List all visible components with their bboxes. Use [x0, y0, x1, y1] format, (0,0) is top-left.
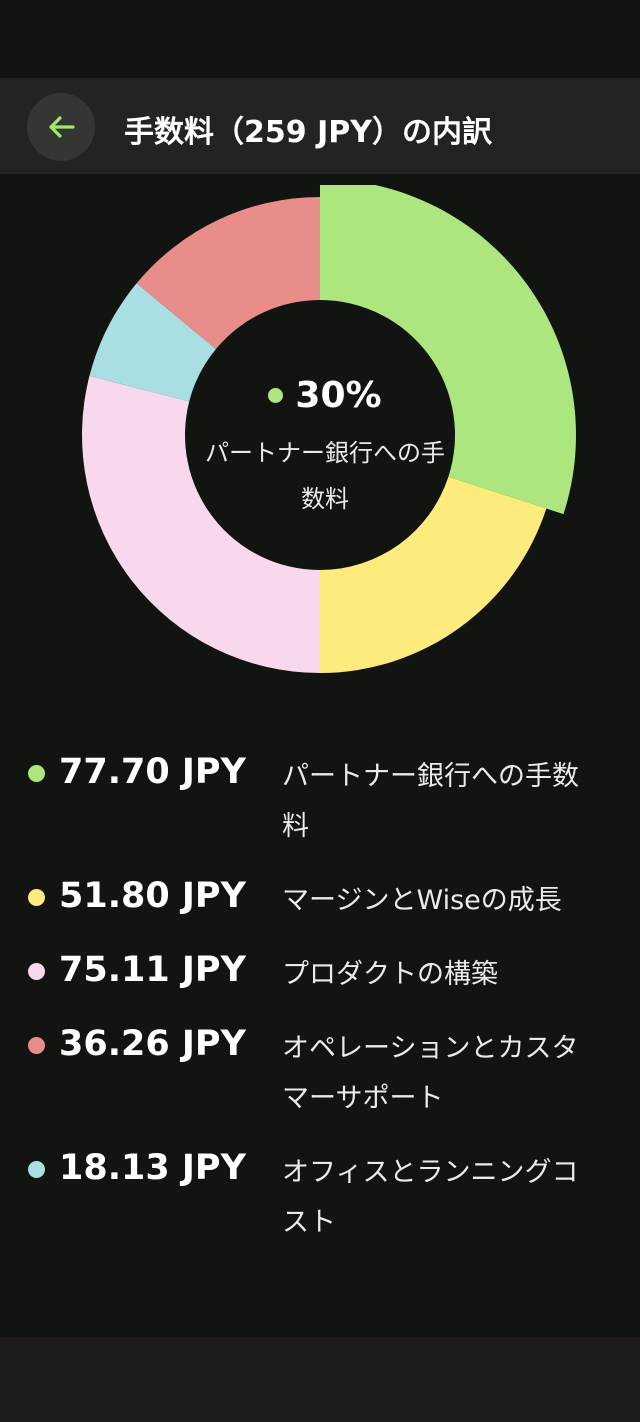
donut-slice[interactable] [82, 375, 320, 673]
breakdown-amount: 18.13 JPY [59, 1148, 246, 1188]
donut-slice[interactable] [136, 197, 320, 349]
center-summary: 30% パートナー銀行への手数料 [205, 375, 445, 522]
donut-slice[interactable] [320, 185, 576, 515]
center-percentage: 30% [295, 375, 382, 416]
arrow-left-icon [49, 116, 75, 138]
legend-color-dot [28, 765, 45, 782]
breakdown-row: 75.11 JPY プロダクトの構築 [28, 950, 618, 1000]
fee-donut-chart: 30% パートナー銀行への手数料 [70, 185, 580, 695]
center-color-dot [268, 388, 284, 403]
breakdown-label: マージンとWiseの成長 [282, 885, 562, 916]
legend-color-dot [28, 1037, 45, 1054]
breakdown-label: プロダクトの構築 [282, 959, 498, 990]
breakdown-label: オペレーションとカスタマーサポート [282, 1033, 579, 1114]
donut-svg [82, 185, 576, 673]
breakdown-row: 77.70 JPY パートナー銀行への手数料 [28, 752, 618, 852]
donut-slice[interactable] [89, 283, 216, 402]
legend-color-dot [28, 963, 45, 980]
breakdown-amount: 51.80 JPY [59, 876, 246, 916]
donut-slice[interactable] [320, 476, 547, 673]
breakdown-label: オフィスとランニングコスト [282, 1157, 579, 1238]
top-app-bar: 手数料（259 JPY）の内訳 [0, 78, 640, 174]
fee-breakdown-list: 77.70 JPY パートナー銀行への手数料 51.80 JPY マージンとWiseの… [28, 752, 618, 1272]
breakdown-row: 36.26 JPY オペレーションとカスタマーサポート [28, 1024, 618, 1124]
breakdown-amount: 77.70 JPY [59, 752, 246, 792]
bottom-area [0, 1337, 640, 1422]
legend-color-dot [28, 1161, 45, 1178]
breakdown-label: パートナー銀行への手数料 [282, 761, 579, 842]
back-button[interactable] [27, 93, 95, 161]
legend-color-dot [28, 889, 45, 906]
breakdown-row: 18.13 JPY オフィスとランニングコスト [28, 1148, 618, 1248]
breakdown-amount: 36.26 JPY [59, 1024, 246, 1064]
breakdown-row: 51.80 JPY マージンとWiseの成長 [28, 876, 618, 926]
breakdown-amount: 75.11 JPY [59, 950, 246, 990]
page-title: 手数料（259 JPY）の内訳 [124, 115, 492, 150]
center-category-label: パートナー銀行への手数料 [205, 439, 445, 513]
